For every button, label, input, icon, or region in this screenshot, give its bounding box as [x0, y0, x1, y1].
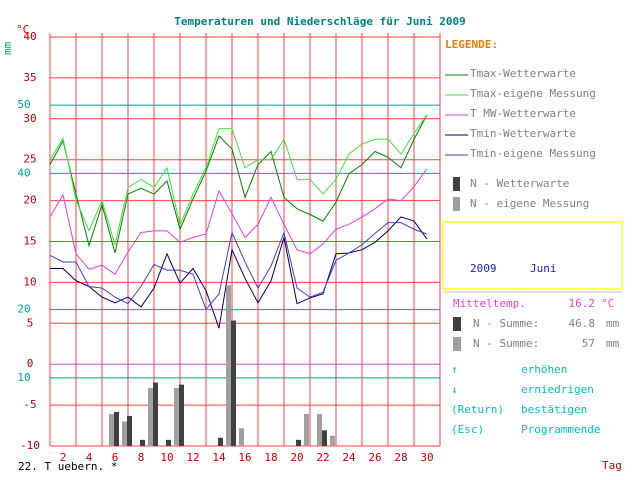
precip-bar: [226, 285, 231, 446]
temp-line: [49, 222, 428, 311]
precip-bar: [218, 437, 223, 446]
precip-bar: [127, 416, 132, 446]
mean-value: 16.2: [569, 297, 596, 310]
y-axis-label: °C: [16, 23, 29, 36]
precip-bar: [304, 413, 309, 446]
y-tick-label: 0: [27, 357, 34, 370]
y-tick-label: 5: [27, 316, 34, 329]
y2-tick-label: 20: [17, 303, 30, 316]
x-tick-label: 10: [160, 451, 173, 464]
precip-bar: [166, 439, 171, 446]
x-tick-label: 12: [186, 451, 199, 464]
temp-line: [49, 114, 428, 247]
legend-swatch: [453, 197, 460, 211]
y2-tick-label: 10: [17, 371, 30, 384]
help-key: ↑: [451, 363, 458, 376]
help-key: (Return): [451, 403, 504, 416]
precip-bar: [109, 413, 114, 446]
precip-bar: [114, 411, 119, 446]
precip-bar: [231, 320, 236, 446]
precip-bar: [330, 435, 335, 446]
legend-entry: N - eigene Messung: [470, 197, 589, 210]
month: Juni: [530, 262, 557, 275]
help-action: bestätigen: [521, 403, 587, 416]
precip-bar: [322, 430, 327, 446]
precip-bar: [317, 413, 322, 446]
x-tick-label: 16: [238, 451, 251, 464]
help-key: ↓: [451, 383, 458, 396]
legend-entry: Tmin-eigene Messung: [470, 147, 596, 160]
precip-bar: [179, 384, 184, 446]
x-tick-label: 26: [368, 451, 381, 464]
x-tick-label: 2: [60, 451, 67, 464]
date-box: [442, 221, 623, 290]
help-action: erhöhen: [521, 363, 567, 376]
legend-title: LEGENDE:: [445, 38, 498, 51]
y-tick-label: -5: [23, 398, 36, 411]
mean-unit: °C: [601, 297, 614, 310]
x-tick-label: 30: [420, 451, 433, 464]
help-action: erniedrigen: [521, 383, 594, 396]
x-tick-label: 24: [342, 451, 356, 464]
x-tick-label: 22: [316, 451, 329, 464]
legend-entry: Tmax-eigene Messung: [470, 87, 596, 100]
legend-entry: T MW-Wetterwarte: [470, 107, 576, 120]
help-action: Programmende: [521, 423, 600, 436]
sum-swatch: [453, 337, 461, 351]
y-tick-label: 20: [23, 194, 36, 207]
sum-value: 46.8: [569, 317, 596, 330]
sum-label: N - Summe:: [473, 317, 539, 330]
x-tick-label: 8: [138, 451, 145, 464]
legend-entry: Tmax-Wetterwarte: [470, 67, 576, 80]
status-line: 22. T uebern. *: [18, 460, 117, 473]
sum-label: N - Summe:: [473, 337, 539, 350]
x-tick-label: 4: [86, 451, 93, 464]
precip-bar: [140, 439, 145, 446]
precip-bar: [239, 428, 244, 446]
precip-bar: [122, 421, 127, 446]
sum-unit: mm: [606, 337, 620, 350]
x-tick-label: 20: [290, 451, 303, 464]
sum-unit: mm: [606, 317, 620, 330]
y-tick-label: 40: [23, 30, 36, 43]
sum-value: 57: [582, 337, 595, 350]
y-tick-label: 10: [23, 275, 36, 288]
x-tick-label: 6: [112, 451, 119, 464]
x-tick-label: 14: [212, 451, 226, 464]
precip-bar: [153, 382, 158, 446]
y-tick-label: 35: [23, 71, 36, 84]
year: 2009: [470, 262, 497, 275]
y-tick-label: -10: [20, 439, 40, 452]
x-tick-label: 28: [394, 451, 407, 464]
legend-swatch: [453, 177, 460, 191]
chart-title: Temperaturen und Niederschläge für Juni …: [174, 15, 465, 28]
y2-tick-label: 50: [17, 98, 30, 111]
legend-entry: N - Wetterwarte: [470, 177, 569, 190]
mean-label: Mitteltemp.: [453, 297, 526, 310]
precip-bar: [296, 439, 301, 446]
y2-axis-label: mm: [1, 41, 14, 55]
y-tick-label: 30: [23, 112, 36, 125]
y2-tick-label: 40: [17, 166, 30, 179]
x-tick-label: 18: [264, 451, 277, 464]
precip-bar: [174, 388, 179, 446]
legend-entry: Tmin-Wetterwarte: [470, 127, 576, 140]
temp-line: [49, 114, 428, 254]
precip-bar: [148, 388, 153, 446]
sum-swatch: [453, 317, 461, 331]
temp-line: [50, 216, 428, 329]
help-key: (Esc): [451, 423, 484, 436]
x-axis-label: Tag: [602, 459, 622, 472]
y-tick-label: 25: [23, 153, 36, 166]
y-tick-label: 15: [23, 235, 36, 248]
temp-line: [49, 168, 428, 275]
